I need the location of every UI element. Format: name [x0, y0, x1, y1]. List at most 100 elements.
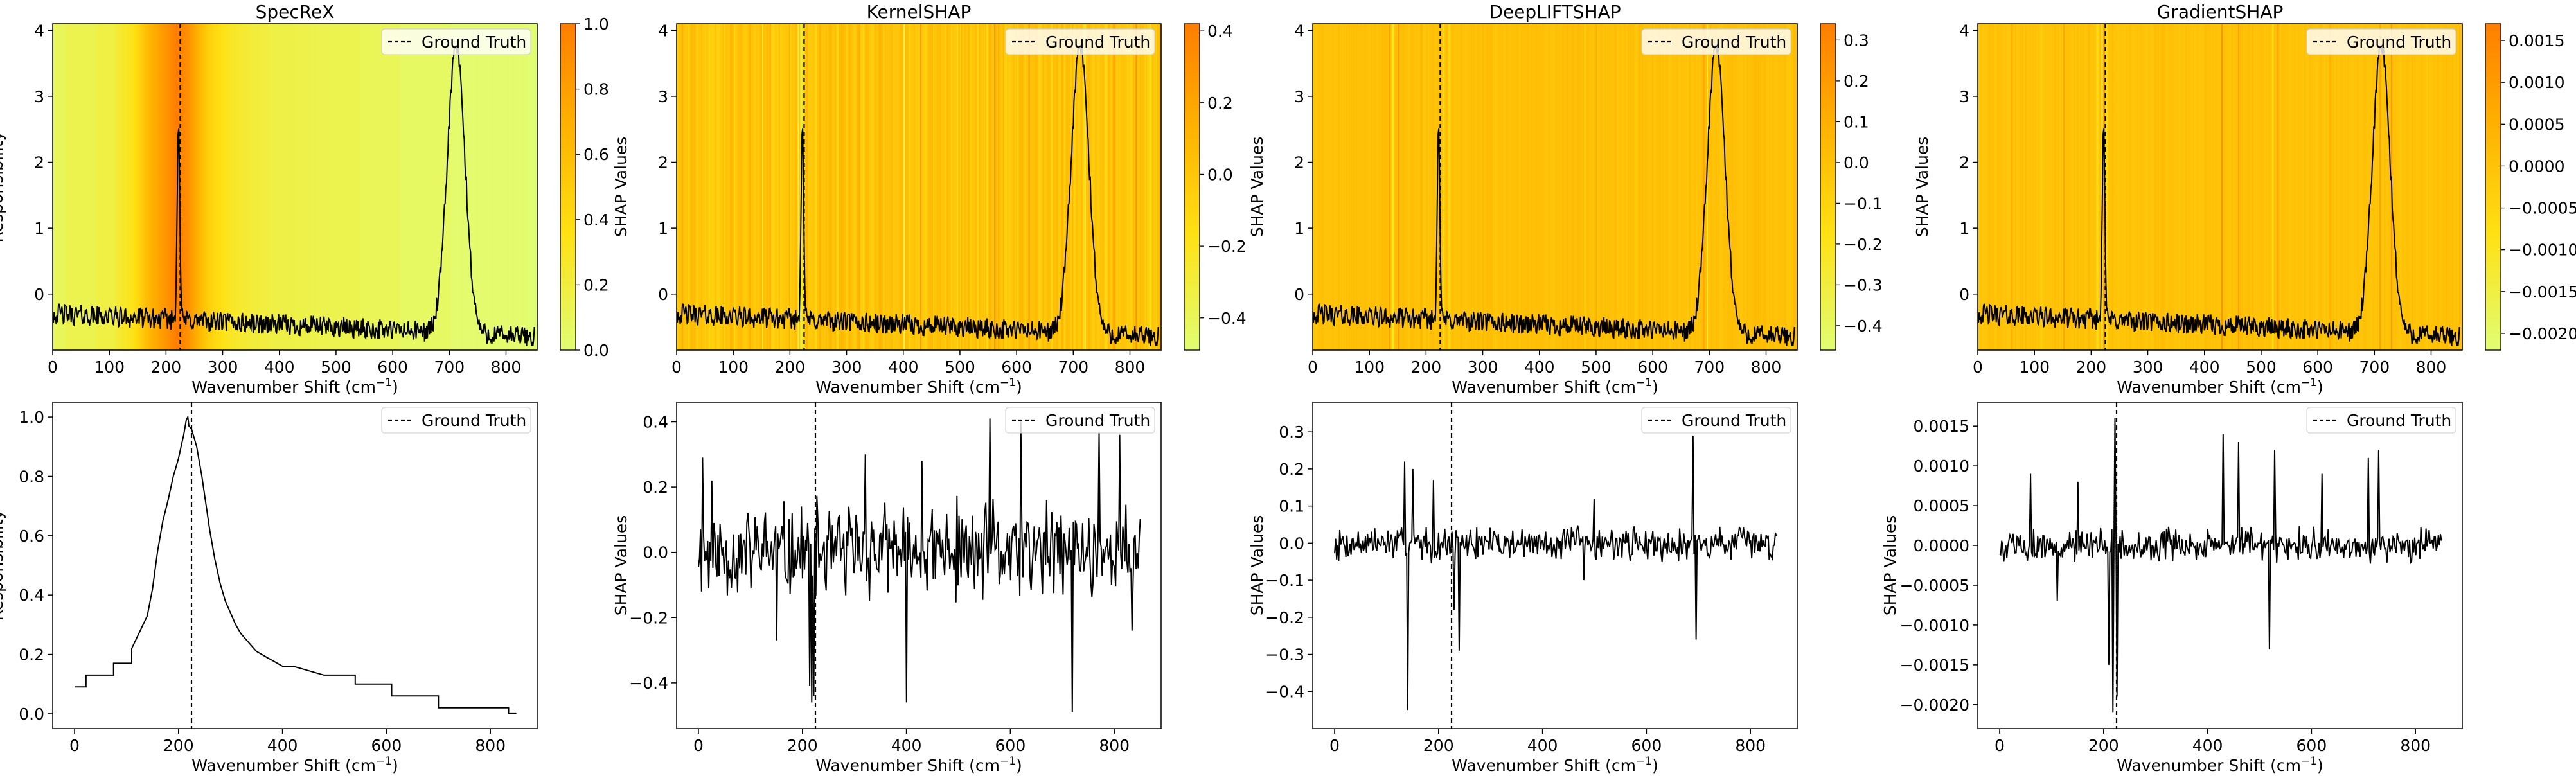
colorbar-cell	[1820, 89, 1836, 93]
colorbar-cell	[2485, 203, 2501, 208]
heatmap-cell	[2240, 24, 2243, 350]
heatmap-cell	[1981, 24, 1984, 350]
heatmap-cell	[1504, 24, 1506, 350]
heatmap-cell	[2285, 24, 2287, 350]
heatmap-cell	[1449, 24, 1452, 350]
heatmap-cell	[2275, 24, 2277, 350]
heatmap-cell	[501, 24, 504, 350]
heatmap-cell	[2411, 24, 2413, 350]
heatmap-cell	[2043, 24, 2045, 350]
heatmap-cell	[2361, 24, 2364, 350]
heatmap-cell	[362, 24, 364, 350]
heatmap-cell	[1542, 24, 1544, 350]
x-tick-label: 200	[787, 736, 818, 755]
heatmap-cell	[2215, 24, 2217, 350]
heatmap-cell	[2442, 24, 2444, 350]
colorbar-cell	[2485, 252, 2501, 256]
heatmap-cell	[2329, 24, 2332, 350]
heatmap-cell	[355, 24, 357, 350]
heatmap-cell	[1778, 24, 1781, 350]
colorbar-cell	[560, 40, 576, 44]
colorbar-cell	[2485, 37, 2501, 40]
heatmap-cell	[520, 24, 522, 350]
heatmap-cell	[713, 24, 716, 350]
colorbar-tick-label: −0.0005	[2509, 199, 2576, 218]
colorbar-cell	[2485, 275, 2501, 279]
colorbar-cell	[2485, 33, 2501, 37]
heatmap-cell	[364, 24, 366, 350]
heatmap-cell	[1076, 24, 1078, 350]
colorbar-cell	[560, 53, 576, 57]
colorbar-cell	[2485, 56, 2501, 60]
heatmap-cell	[2145, 24, 2148, 350]
colorbar-cell	[1820, 105, 1836, 109]
colorbar-tick-label: 0.4	[1207, 22, 1233, 40]
heatmap-cell	[1701, 24, 1703, 350]
colorbar-cell	[560, 255, 576, 260]
heatmap-cell	[962, 24, 964, 350]
heatmap-cell	[337, 24, 339, 350]
colorbar-cell	[1820, 301, 1836, 305]
heatmap-cell	[934, 24, 936, 350]
heatmap-cell	[73, 24, 75, 350]
heatmap-cell	[441, 24, 443, 350]
heatmap-cell	[311, 24, 314, 350]
gradientshap-line: 0 200 400 600 800−0.0020−0.0015−0.0010−0.000…	[1881, 402, 2463, 775]
heatmap-cell	[79, 24, 82, 350]
heatmap-cell	[403, 24, 405, 350]
heatmap-cell	[2301, 24, 2304, 350]
colorbar-cell	[1184, 229, 1200, 233]
heatmap-cell	[1773, 24, 1775, 350]
heatmap-cell	[1750, 24, 1752, 350]
heatmap-cell	[74, 24, 76, 350]
heatmap-cell	[57, 24, 60, 350]
heatmap-cell	[495, 24, 497, 350]
x-tick-label: 800	[1115, 358, 1146, 376]
colorbar-cell	[1820, 49, 1836, 54]
heatmap-cell	[894, 24, 897, 350]
colorbar-cell	[2485, 73, 2501, 76]
heatmap-cell	[998, 24, 1000, 350]
heatmap-cell	[271, 24, 273, 350]
heatmap-cell	[2127, 24, 2129, 350]
colorbar-cell	[560, 324, 576, 328]
heatmap-cell	[152, 24, 154, 350]
colorbar-cell	[1820, 333, 1836, 338]
heatmap-cell	[369, 24, 371, 350]
heatmap-cell	[1728, 24, 1730, 350]
heatmap-cell	[932, 24, 935, 350]
heatmap-cell	[742, 24, 743, 350]
heatmap-cell	[1399, 24, 1401, 350]
heatmap-cell	[2026, 24, 2029, 350]
heatmap-cell	[721, 24, 724, 350]
heatmap-cell	[2092, 24, 2095, 350]
heatmap-cell	[1682, 24, 1685, 350]
heatmap-cell	[1366, 24, 1369, 350]
heatmap-cell	[1058, 24, 1060, 350]
heatmap-cell	[2086, 24, 2088, 350]
heatmap-cell	[2394, 24, 2397, 350]
heatmap-cell	[849, 24, 852, 350]
heatmap-cell	[2311, 24, 2314, 350]
heatmap-cell	[2099, 24, 2101, 350]
heatmap-cell	[2205, 24, 2207, 350]
heatmap-cell	[1592, 24, 1594, 350]
heatmap-cell	[915, 24, 917, 350]
heatmap-cell	[147, 24, 149, 350]
colorbar-cell	[560, 307, 576, 312]
colorbar-cell	[2485, 131, 2501, 136]
colorbar-cell	[2485, 229, 2501, 233]
legend-box	[1005, 407, 1155, 434]
heatmap-cell	[378, 24, 381, 350]
colorbar-cell	[2485, 148, 2501, 152]
colorbar-cell	[2485, 125, 2501, 129]
heatmap-cell	[1148, 24, 1150, 350]
x-tick-label: 500	[1581, 358, 1612, 376]
colorbar-cell	[2485, 30, 2501, 34]
heatmap-cell	[838, 24, 840, 350]
heatmap-cell	[365, 24, 367, 350]
colorbar-cell	[2485, 255, 2501, 260]
heatmap-cell	[1044, 24, 1046, 350]
colorbar-cell	[1184, 222, 1200, 227]
heatmap-cell	[2258, 24, 2261, 350]
